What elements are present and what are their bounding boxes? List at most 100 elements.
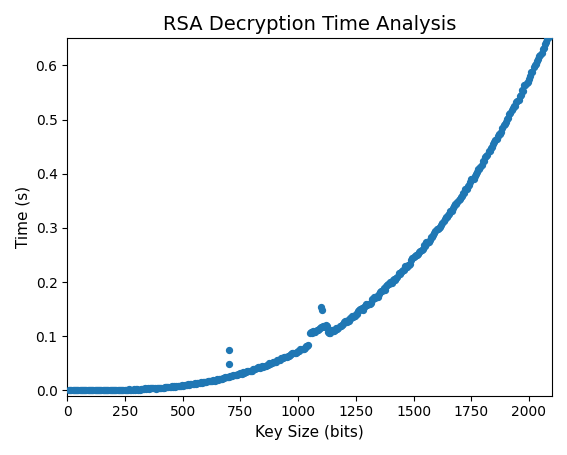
Point bbox=[259, 363, 268, 370]
Point bbox=[519, 87, 528, 94]
Point bbox=[384, 281, 393, 288]
Point bbox=[111, 386, 120, 394]
Point bbox=[332, 325, 341, 332]
Point bbox=[73, 386, 82, 394]
Point bbox=[485, 147, 494, 155]
Point bbox=[136, 385, 145, 393]
Point bbox=[77, 387, 86, 394]
Point bbox=[106, 386, 115, 394]
Point bbox=[467, 176, 476, 183]
Point bbox=[170, 383, 179, 390]
Point bbox=[191, 379, 200, 387]
Point bbox=[175, 382, 184, 389]
Point bbox=[228, 372, 237, 379]
Point bbox=[501, 118, 510, 126]
Point bbox=[316, 324, 325, 331]
Point bbox=[261, 362, 270, 369]
Point bbox=[356, 306, 365, 313]
Point bbox=[83, 387, 92, 394]
Point bbox=[285, 352, 294, 359]
Point bbox=[456, 193, 466, 201]
Point bbox=[245, 367, 254, 374]
Point bbox=[293, 349, 302, 356]
Point bbox=[423, 239, 432, 247]
Point bbox=[375, 288, 384, 295]
Point bbox=[75, 387, 84, 394]
Point bbox=[325, 329, 334, 336]
Point bbox=[547, 29, 556, 36]
Point bbox=[418, 245, 428, 253]
Point bbox=[255, 364, 264, 371]
Point bbox=[424, 238, 433, 246]
Point bbox=[331, 327, 340, 334]
Point bbox=[445, 211, 454, 218]
Point bbox=[374, 291, 383, 298]
Point bbox=[213, 376, 222, 383]
Point bbox=[194, 379, 203, 387]
Point bbox=[303, 343, 312, 350]
Point bbox=[426, 233, 435, 241]
Point bbox=[472, 168, 481, 175]
Point bbox=[189, 380, 198, 388]
Point bbox=[431, 227, 440, 234]
Point bbox=[94, 386, 103, 394]
Point bbox=[484, 148, 493, 155]
Point bbox=[549, 20, 558, 28]
Point bbox=[412, 251, 421, 258]
Point bbox=[107, 386, 116, 394]
Point bbox=[236, 369, 245, 376]
Point bbox=[225, 346, 234, 354]
Point bbox=[359, 303, 369, 311]
Point bbox=[358, 306, 367, 313]
Point bbox=[258, 363, 267, 370]
Point bbox=[312, 326, 321, 333]
Point bbox=[270, 359, 280, 366]
Point bbox=[149, 384, 158, 392]
Point bbox=[453, 198, 462, 206]
Point bbox=[249, 366, 259, 373]
Point bbox=[238, 369, 247, 376]
Point bbox=[304, 342, 313, 349]
Point bbox=[187, 380, 196, 388]
Point bbox=[197, 379, 206, 386]
Point bbox=[446, 207, 455, 214]
Point bbox=[98, 387, 107, 394]
Point bbox=[172, 382, 181, 389]
Point bbox=[235, 370, 244, 377]
Point bbox=[209, 377, 218, 384]
Point bbox=[346, 314, 356, 322]
Point bbox=[392, 274, 401, 281]
Point bbox=[151, 385, 160, 392]
Point bbox=[306, 328, 315, 335]
Point bbox=[499, 121, 508, 129]
Point bbox=[535, 52, 544, 59]
Point bbox=[395, 270, 404, 277]
Point bbox=[337, 321, 346, 328]
Point bbox=[302, 343, 311, 350]
Point bbox=[198, 378, 208, 385]
Point bbox=[387, 279, 396, 286]
Point bbox=[145, 384, 154, 392]
Point bbox=[128, 386, 137, 394]
Point bbox=[223, 373, 232, 380]
Point bbox=[447, 207, 456, 215]
Point bbox=[365, 300, 374, 308]
Point bbox=[361, 303, 370, 310]
Point bbox=[127, 386, 136, 394]
Point bbox=[468, 175, 477, 182]
Point bbox=[225, 361, 234, 368]
Point bbox=[277, 355, 286, 362]
Point bbox=[119, 386, 128, 394]
Point bbox=[402, 263, 411, 271]
Point bbox=[348, 313, 357, 320]
Point bbox=[381, 283, 390, 290]
Point bbox=[335, 323, 344, 330]
Point bbox=[366, 299, 375, 307]
Point bbox=[473, 166, 483, 173]
Point bbox=[514, 96, 523, 103]
Point bbox=[483, 151, 492, 158]
Point bbox=[430, 229, 439, 237]
Point bbox=[81, 387, 90, 394]
Point bbox=[265, 360, 274, 367]
Point bbox=[183, 381, 192, 388]
